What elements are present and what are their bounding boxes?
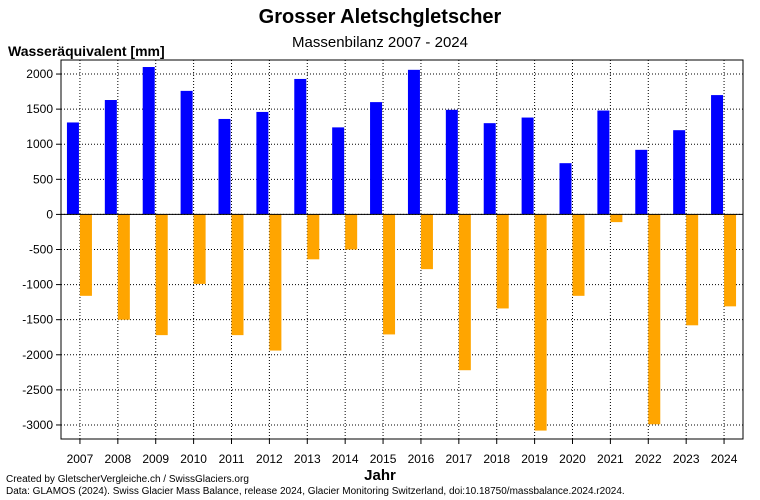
bar-accumulation	[483, 123, 496, 215]
bar-accumulation	[218, 118, 231, 215]
bar-ablation	[193, 214, 206, 284]
y-tick-label: -2000	[22, 348, 53, 362]
credit-line: Created by GletscherVergleiche.ch / Swis…	[6, 474, 249, 485]
plot-frame	[60, 59, 744, 440]
data-source-line: Data: GLAMOS (2024). Swiss Glacier Mass …	[6, 486, 625, 497]
bar-accumulation	[445, 109, 458, 215]
bar-ablation	[231, 214, 244, 336]
y-tick-label: 1500	[26, 102, 53, 116]
bar-accumulation	[332, 127, 345, 215]
x-tick-label: 2015	[370, 452, 397, 466]
bar-ablation	[307, 214, 320, 260]
bar-accumulation	[407, 69, 420, 215]
y-tick-label: -1000	[22, 278, 53, 292]
bar-ablation	[648, 214, 661, 425]
bar-layer	[66, 67, 737, 431]
y-tick-label: -3000	[22, 418, 53, 432]
bar-ablation	[383, 214, 396, 335]
x-tick-label: 2019	[521, 452, 548, 466]
bar-accumulation	[104, 100, 117, 215]
x-tick-label: 2008	[104, 452, 131, 466]
x-tick-label: 2012	[256, 452, 283, 466]
x-tick-label: 2013	[294, 452, 321, 466]
bar-ablation	[345, 214, 358, 250]
bar-ablation	[269, 214, 282, 351]
x-tick-label: 2023	[673, 452, 700, 466]
y-tick-label: -2500	[22, 383, 53, 397]
x-tick-label: 2017	[445, 452, 472, 466]
chart-title: Grosser Aletschgletscher	[258, 6, 502, 28]
x-tick-label: 2024	[711, 452, 738, 466]
bar-ablation	[686, 214, 699, 326]
x-tick-label: 2014	[332, 452, 359, 466]
bar-ablation	[79, 214, 92, 296]
x-tick-label: 2007	[67, 452, 94, 466]
bar-ablation	[155, 214, 168, 336]
bar-accumulation	[711, 95, 724, 215]
bar-ablation	[496, 214, 509, 309]
bar-ablation	[724, 214, 737, 307]
x-tick-label: 2011	[219, 452, 245, 466]
x-tick-label: 2016	[408, 452, 435, 466]
x-tick-label: 2018	[483, 452, 510, 466]
bar-accumulation	[142, 67, 155, 215]
bar-accumulation	[294, 78, 307, 215]
chart-subtitle: Massenbilanz 2007 - 2024	[292, 34, 468, 51]
y-tick-label: 2000	[26, 67, 53, 81]
y-tick-label: 1000	[26, 137, 53, 151]
y-tick-label: -500	[29, 243, 53, 257]
y-axis-label: Wasseräquivalent [mm]	[8, 43, 165, 59]
bar-ablation	[458, 214, 471, 371]
bar-accumulation	[180, 90, 193, 215]
bar-accumulation	[559, 163, 572, 215]
bar-ablation	[610, 214, 623, 223]
x-tick-label: 2022	[635, 452, 662, 466]
bar-ablation	[534, 214, 547, 431]
bar-ablation	[420, 214, 433, 270]
bar-accumulation	[635, 149, 648, 215]
x-tick-label: 2021	[597, 452, 624, 466]
bar-accumulation	[673, 130, 686, 215]
bar-accumulation	[256, 111, 269, 215]
x-tick-label: 2010	[180, 452, 207, 466]
bar-accumulation	[370, 102, 383, 215]
y-tick-label: -1500	[22, 313, 53, 327]
bar-ablation	[117, 214, 130, 320]
bar-ablation	[572, 214, 585, 296]
x-tick-label: 2009	[142, 452, 169, 466]
y-tick-label: 500	[33, 172, 53, 186]
bar-accumulation	[521, 117, 534, 215]
x-tick-label: 2020	[559, 452, 586, 466]
axis-layer: -3000 -2500 -2000 -1500 -1000 -500 0 500 1000 150…	[22, 59, 744, 466]
bar-accumulation	[597, 110, 610, 215]
y-tick-label: 0	[46, 207, 53, 221]
bar-accumulation	[66, 122, 79, 215]
x-axis-label: Jahr	[364, 467, 396, 484]
